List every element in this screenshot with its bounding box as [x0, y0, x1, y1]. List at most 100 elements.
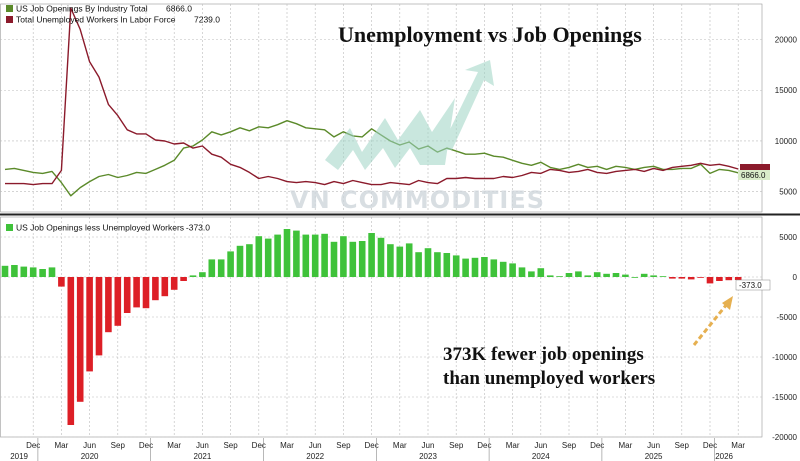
difference-bar	[246, 244, 253, 277]
difference-bar	[481, 257, 488, 277]
annotation-line2: than unemployed workers	[443, 368, 655, 389]
tag-top-red	[740, 164, 770, 173]
bottom-y-tick-label: -20000	[772, 433, 797, 442]
x-month-label: Sep	[562, 441, 577, 450]
difference-bar	[29, 267, 37, 277]
difference-bar	[11, 265, 18, 277]
difference-bar	[471, 257, 479, 277]
top-y-tick-label: 15000	[775, 86, 798, 95]
bottom-y-tick-label: 0	[793, 273, 798, 282]
difference-bar	[603, 273, 610, 277]
difference-bar	[283, 229, 291, 277]
legend-swatch-unemployed	[6, 16, 13, 23]
series-line-job-openings	[4, 119, 739, 197]
difference-bar	[208, 259, 216, 277]
legend-label-difference: US Job Openings less Unemployed Workers	[16, 223, 184, 233]
difference-bar	[584, 275, 592, 277]
bottom-panel: 5000 0 -5000 -10000 -15000 -20000	[0, 216, 798, 442]
x-month-label: Mar	[167, 441, 181, 450]
difference-bar	[434, 252, 441, 277]
difference-bar	[546, 275, 554, 277]
x-month-label: Dec	[590, 441, 604, 450]
difference-bar	[86, 277, 93, 372]
x-year-label: 2023	[419, 452, 437, 461]
difference-bar	[687, 277, 695, 280]
x-year-label: 2021	[194, 452, 212, 461]
x-month-label: Jun	[196, 441, 209, 450]
difference-bar	[274, 234, 281, 277]
difference-bar	[95, 277, 103, 356]
difference-bar	[669, 277, 676, 279]
difference-bar	[387, 244, 394, 277]
tag-top-red-bg	[740, 164, 770, 173]
legend-value-difference: -373.0	[186, 223, 210, 233]
difference-bar	[170, 277, 178, 290]
difference-bar	[161, 277, 169, 297]
legend-value-job-openings: 6866.0	[166, 4, 192, 14]
difference-bar	[330, 241, 338, 277]
x-month-label: Dec	[477, 441, 491, 450]
x-month-label: Dec	[252, 441, 266, 450]
difference-bar	[302, 234, 310, 277]
annotation-arrow-head	[722, 296, 733, 310]
x-month-label: Sep	[449, 441, 464, 450]
x-month-label: Mar	[280, 441, 294, 450]
x-month-label: Mar	[55, 441, 69, 450]
difference-bar	[424, 248, 432, 277]
difference-bar	[650, 275, 657, 277]
difference-bar	[706, 277, 714, 284]
x-year-label: 2025	[645, 452, 663, 461]
difference-bar	[490, 259, 498, 277]
legend-swatch-difference	[6, 224, 13, 231]
difference-bar	[48, 267, 56, 277]
legend-label-unemployed: Total Unemployed Workers In Labor Force	[16, 15, 176, 25]
difference-bar	[236, 245, 244, 277]
difference-bar	[565, 273, 573, 277]
difference-bar	[321, 233, 328, 277]
legend-value-unemployed: 7239.0	[194, 15, 220, 25]
difference-bar	[734, 277, 742, 280]
difference-bar	[311, 234, 319, 277]
difference-bar	[1, 265, 9, 277]
difference-bar	[349, 241, 357, 277]
x-month-label: Jun	[534, 441, 547, 450]
difference-bar	[133, 277, 140, 308]
x-month-label: Dec	[26, 441, 40, 450]
difference-bar	[76, 277, 84, 402]
tag-bottom-value: -373.0	[739, 281, 762, 290]
tag-bottom: -373.0	[735, 279, 771, 291]
x-month-label: Sep	[675, 441, 690, 450]
difference-bar	[293, 230, 300, 277]
difference-bar	[612, 273, 620, 277]
difference-bar	[39, 269, 46, 277]
difference-bar	[340, 236, 347, 277]
x-year-label: 2019	[10, 452, 28, 461]
tag-top-green-value: 6866.0	[741, 171, 766, 180]
x-month-label: Jun	[309, 441, 322, 450]
difference-bar	[114, 277, 122, 326]
x-month-label: Jun	[83, 441, 96, 450]
bottom-y-tick-label: -10000	[772, 353, 797, 362]
difference-bar	[20, 266, 28, 277]
top-y-tick-label: 10000	[775, 137, 798, 146]
difference-bar	[180, 277, 187, 281]
difference-bar	[631, 277, 639, 278]
difference-bar	[227, 251, 234, 277]
difference-bar	[528, 271, 535, 277]
watermark-logo	[325, 60, 494, 170]
bottom-legend: US Job Openings less Unemployed Workers …	[6, 223, 210, 233]
difference-bar	[462, 258, 469, 277]
difference-bar	[556, 276, 563, 277]
difference-bar	[217, 259, 225, 277]
difference-bar	[396, 246, 404, 277]
difference-bar	[452, 255, 460, 277]
x-month-label: Sep	[111, 441, 126, 450]
top-y-tick-label: 20000	[775, 36, 798, 45]
x-month-label: Dec	[364, 441, 378, 450]
difference-bar	[622, 274, 629, 277]
difference-bar	[499, 261, 507, 277]
difference-bar	[725, 277, 733, 281]
difference-bar	[697, 277, 704, 278]
difference-bar	[678, 277, 686, 279]
x-year-label: 2022	[306, 452, 324, 461]
